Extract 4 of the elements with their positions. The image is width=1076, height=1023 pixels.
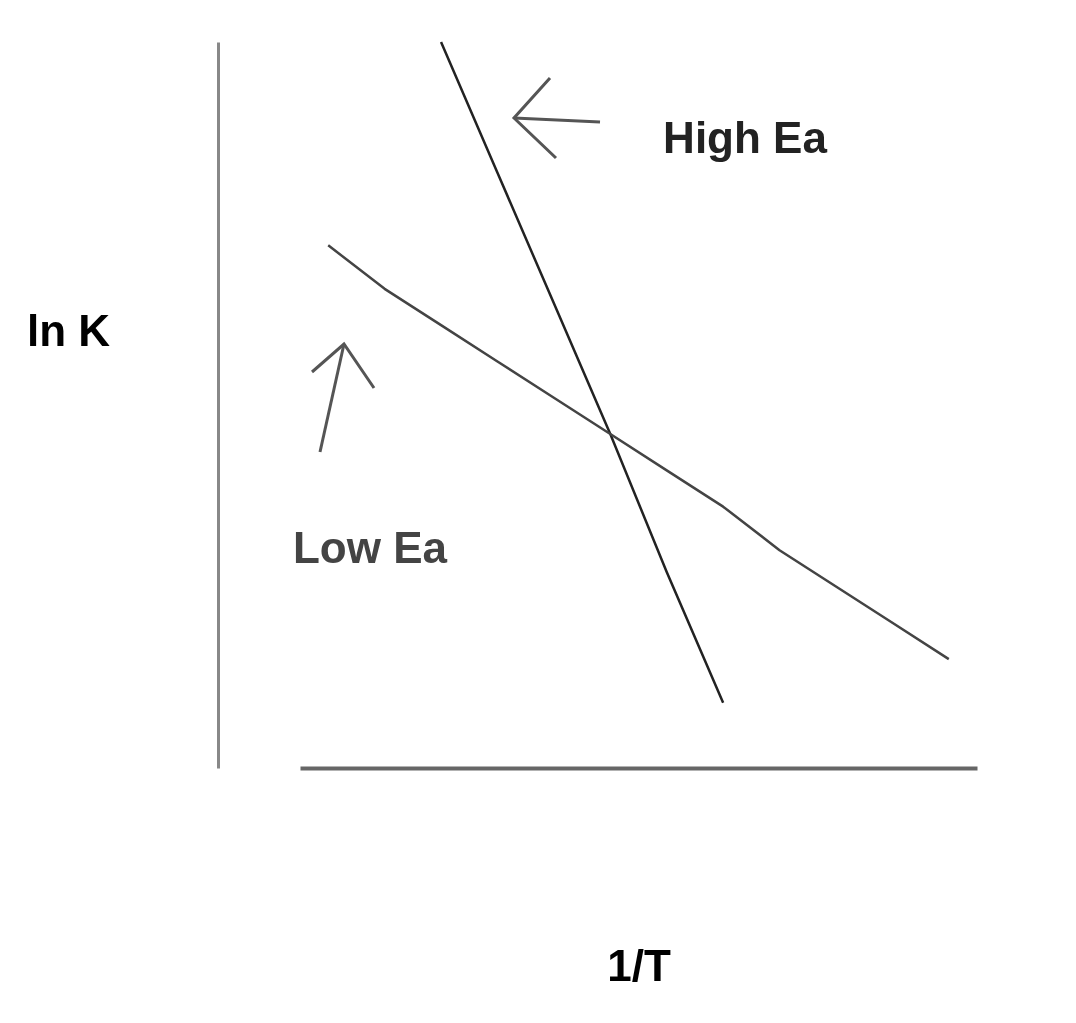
y-axis-title: ln K — [26, 305, 111, 355]
x-axis-title: 1/T — [607, 940, 671, 990]
text: Low Ea — [292, 523, 448, 572]
text: High Ea — [663, 113, 828, 162]
